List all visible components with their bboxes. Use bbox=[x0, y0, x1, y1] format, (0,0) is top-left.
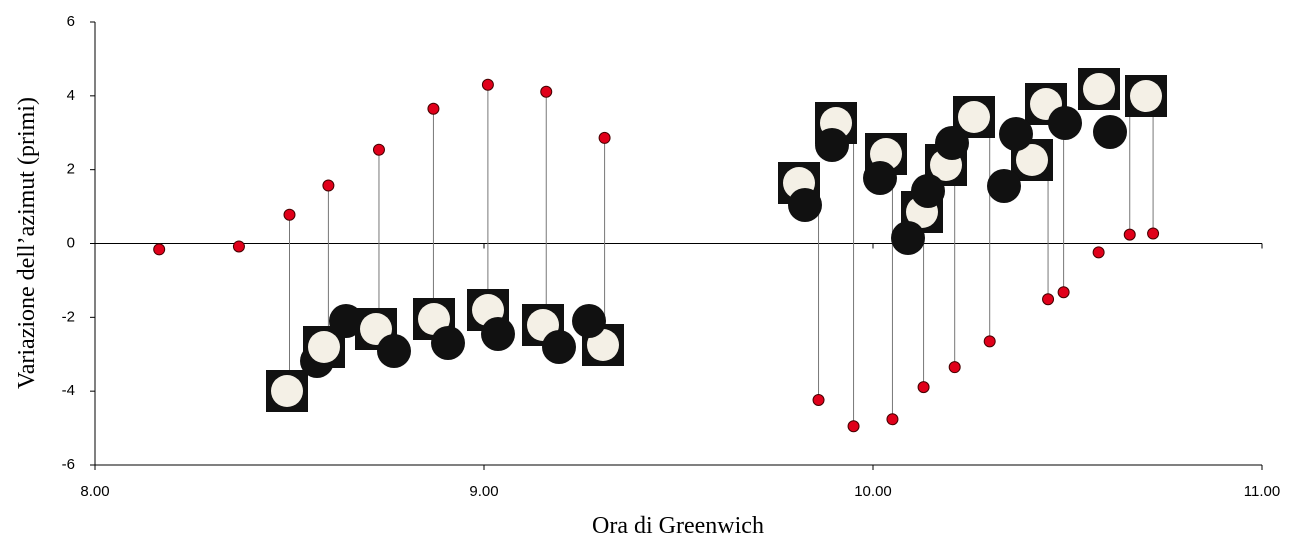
data-point bbox=[1092, 246, 1105, 259]
moon-disc bbox=[788, 188, 822, 222]
sun-disc bbox=[587, 329, 619, 361]
moon-disc bbox=[815, 128, 849, 162]
eclipse-photo bbox=[815, 102, 857, 162]
moon-disc bbox=[377, 334, 411, 368]
data-point bbox=[983, 335, 996, 348]
data-point bbox=[153, 243, 166, 256]
y-tick-label: 2 bbox=[67, 161, 75, 178]
y-tick-label: -4 bbox=[62, 382, 75, 399]
x-tick-label: 11.00 bbox=[1244, 483, 1280, 500]
x-tick-label: 9.00 bbox=[469, 483, 498, 500]
y-tick-label: 6 bbox=[67, 13, 75, 30]
data-point bbox=[283, 208, 296, 221]
data-point bbox=[948, 361, 961, 374]
data-point bbox=[372, 143, 385, 156]
moon-disc bbox=[542, 330, 576, 364]
sun-disc bbox=[360, 313, 392, 345]
y-tick-label: -2 bbox=[62, 308, 75, 325]
y-tick-label: 0 bbox=[67, 234, 75, 251]
moon-disc bbox=[911, 174, 945, 208]
eclipse-photo bbox=[863, 133, 907, 195]
sun-disc bbox=[1083, 73, 1115, 105]
moon-disc bbox=[431, 326, 465, 360]
data-point bbox=[540, 85, 553, 98]
moon-disc bbox=[329, 304, 363, 338]
data-point bbox=[917, 381, 930, 394]
eclipse-photo bbox=[891, 191, 943, 255]
eclipse-photo bbox=[1093, 75, 1167, 149]
y-tick-label: 4 bbox=[67, 87, 75, 104]
data-point bbox=[847, 420, 860, 433]
eclipse-photo bbox=[935, 96, 995, 160]
eclipse-photo bbox=[467, 289, 515, 351]
data-point bbox=[481, 78, 494, 91]
sun-disc bbox=[1016, 144, 1048, 176]
sun-disc bbox=[308, 331, 340, 363]
data-point bbox=[1057, 286, 1070, 299]
moon-disc bbox=[481, 317, 515, 351]
eclipse-photo bbox=[778, 162, 822, 222]
data-point bbox=[427, 102, 440, 115]
data-point bbox=[322, 179, 335, 192]
sun-disc bbox=[271, 375, 303, 407]
x-tick-label: 8.00 bbox=[80, 483, 109, 500]
moon-disc bbox=[1048, 106, 1082, 140]
moon-disc bbox=[935, 126, 969, 160]
sun-disc bbox=[1130, 80, 1162, 112]
eclipse-photo bbox=[1048, 68, 1120, 140]
data-point bbox=[1042, 293, 1055, 306]
data-point bbox=[812, 394, 825, 407]
moon-disc bbox=[1093, 115, 1127, 149]
y-tick-label: -6 bbox=[62, 456, 75, 473]
eclipse-photo bbox=[522, 304, 576, 364]
sun-disc bbox=[958, 101, 990, 133]
data-point bbox=[1123, 228, 1136, 241]
moon-disc bbox=[891, 221, 925, 255]
x-axis-title: Ora di Greenwich bbox=[592, 513, 764, 539]
eclipse-photo bbox=[355, 308, 411, 368]
y-axis-title: Variazione dell’azimut (primi) bbox=[14, 97, 40, 389]
moon-disc bbox=[863, 161, 897, 195]
data-point bbox=[1147, 227, 1160, 240]
sun-disc bbox=[418, 303, 450, 335]
data-point bbox=[886, 413, 899, 426]
eclipse-photo bbox=[303, 304, 363, 368]
moon-disc bbox=[999, 117, 1033, 151]
x-tick-label: 10.00 bbox=[854, 483, 892, 500]
eclipse-photo bbox=[413, 298, 465, 360]
data-point bbox=[598, 131, 611, 144]
data-point bbox=[232, 240, 245, 253]
eclipse-photo bbox=[572, 304, 624, 366]
moon-disc bbox=[572, 304, 606, 338]
moon-disc bbox=[987, 169, 1021, 203]
